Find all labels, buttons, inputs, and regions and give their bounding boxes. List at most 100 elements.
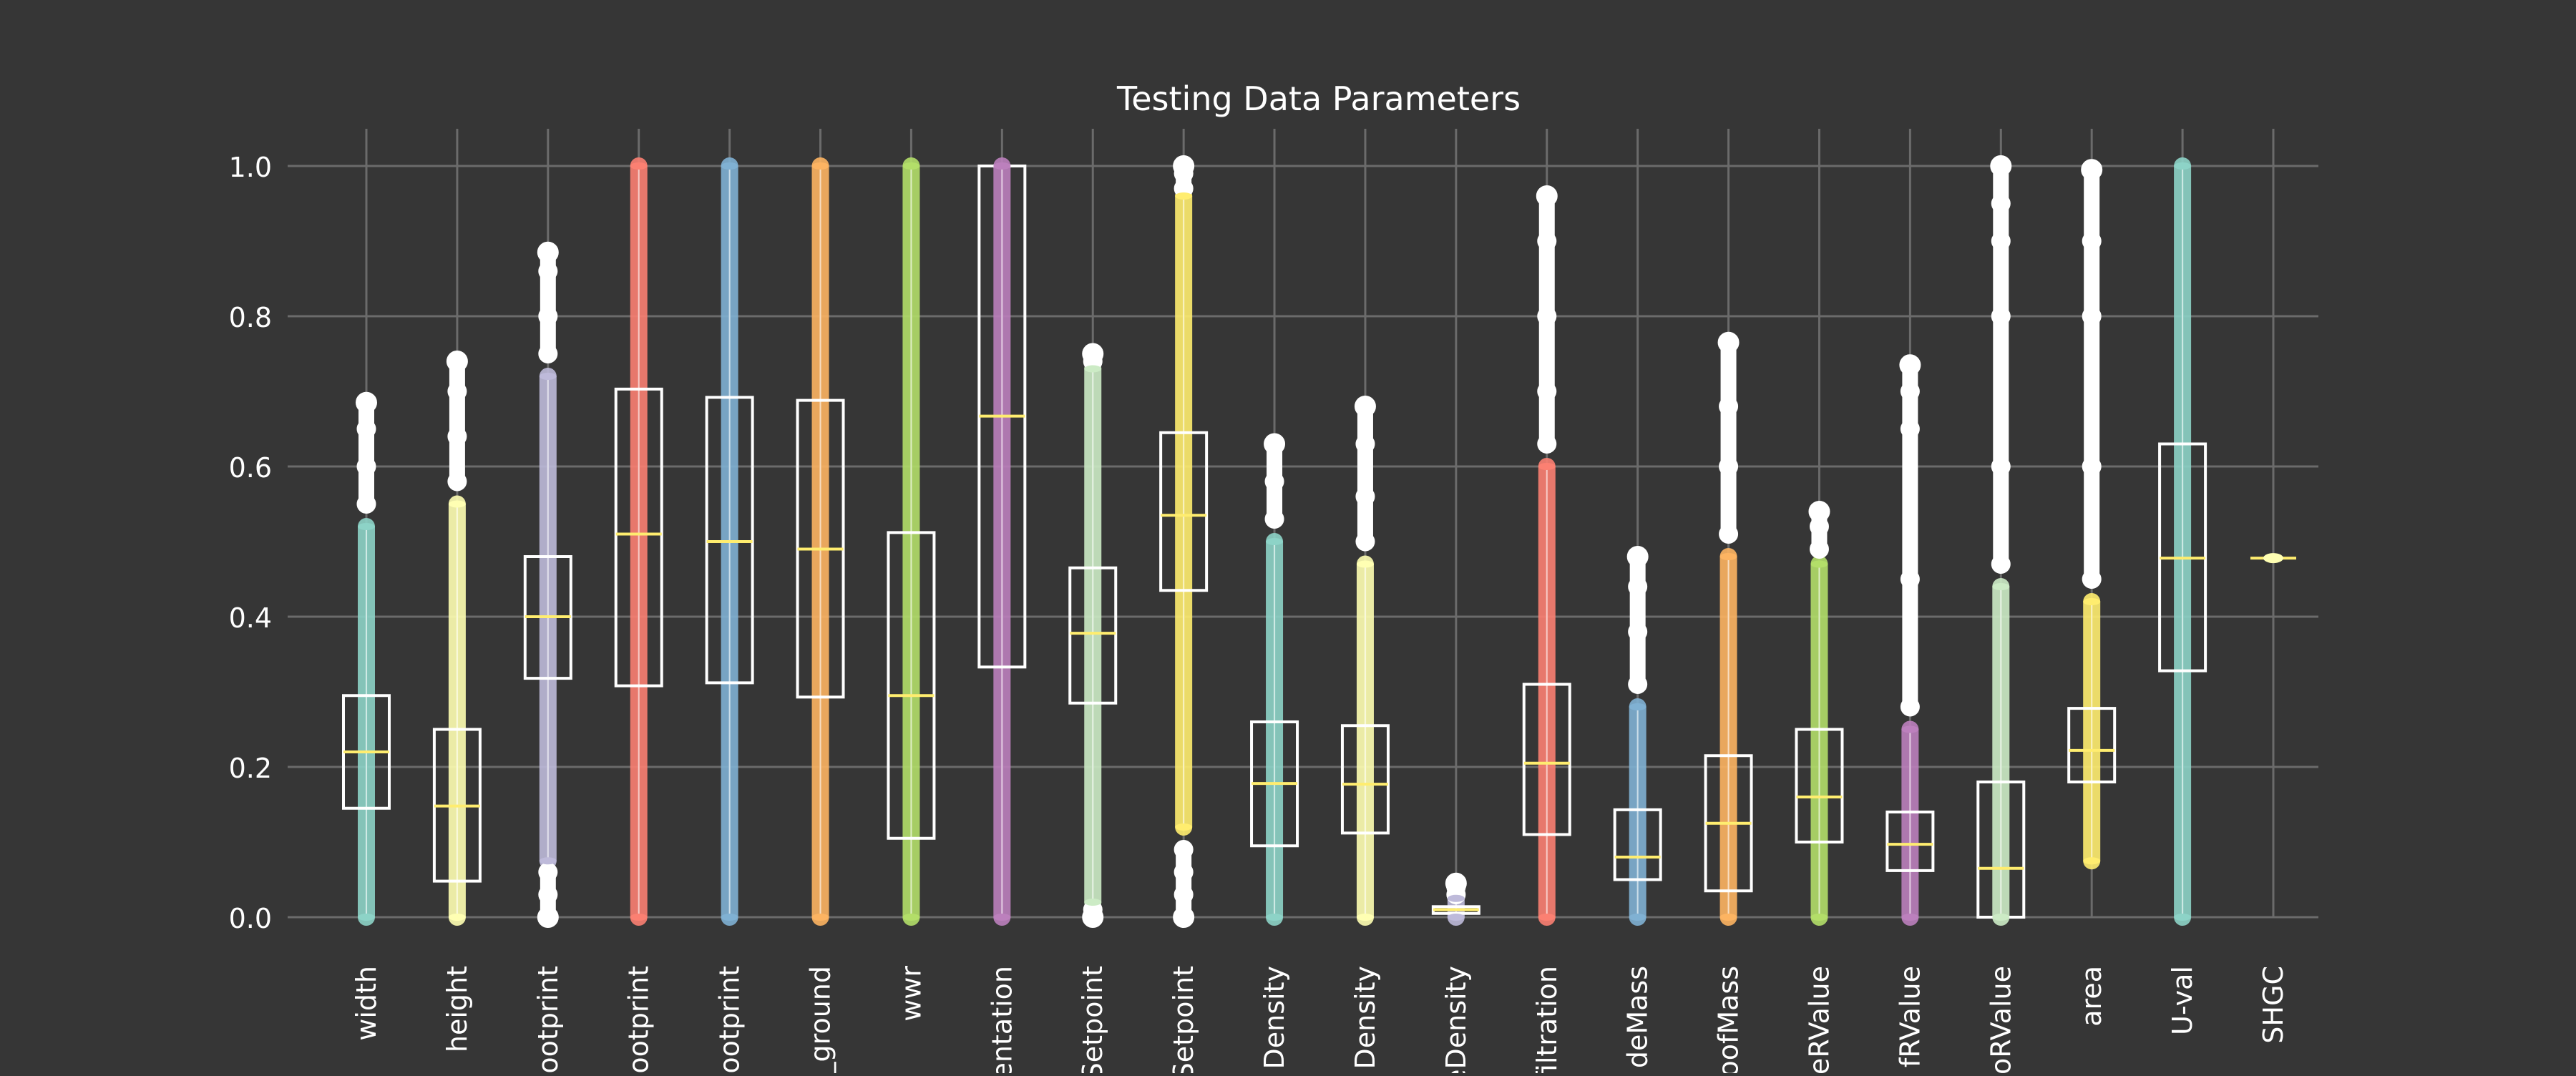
whisker-cap-high xyxy=(539,373,557,380)
box-group xyxy=(705,157,754,926)
x-tick-label: footprint xyxy=(532,966,564,1073)
outlier-high-ring xyxy=(2081,159,2103,181)
whisker-cap-high xyxy=(811,162,829,170)
x-tick-label: width xyxy=(351,966,382,1041)
x-tick-label: area xyxy=(2076,966,2107,1027)
whisker-cap-low xyxy=(358,914,375,921)
x-tick-label: eRValue xyxy=(1803,966,1835,1073)
box-group xyxy=(2067,159,2117,870)
outlier-high-ring xyxy=(1717,331,1740,353)
whisker-cap-high xyxy=(1810,560,1828,568)
outlier-high-ring xyxy=(1354,396,1376,417)
outlier-low-ring xyxy=(1082,906,1104,928)
y-tick-label: 0.6 xyxy=(229,452,272,484)
whisker-cap-high xyxy=(1992,583,2010,590)
outlier-high xyxy=(2082,231,2102,251)
box-group xyxy=(1340,396,1390,926)
iqr-box xyxy=(1795,728,1844,843)
iqr-box xyxy=(1613,808,1662,881)
whisker-cap-low xyxy=(2083,857,2101,865)
outlier-high-ring xyxy=(1626,546,1649,567)
box-group xyxy=(2250,553,2296,564)
outlier-high xyxy=(1991,306,2011,326)
whisker-cap-high xyxy=(1538,463,1556,470)
whisker-cap-low xyxy=(1266,914,1284,921)
box-group xyxy=(1704,331,1753,926)
outlier-high xyxy=(356,419,376,439)
outlier-high-ring xyxy=(1082,343,1104,365)
whisker-cap-high xyxy=(1447,894,1465,902)
whisker-cap-high xyxy=(1356,560,1374,568)
whisker-cap-high xyxy=(993,162,1011,170)
box-group xyxy=(614,157,663,926)
box-group xyxy=(1522,185,1571,926)
box-group xyxy=(796,157,845,926)
y-tick-label: 1.0 xyxy=(229,152,272,183)
outlier-high xyxy=(356,456,376,476)
outlier-high xyxy=(1719,396,1739,416)
iqr-box xyxy=(1159,431,1209,592)
box-group xyxy=(1613,546,1662,926)
outlier-low-ring xyxy=(537,906,559,928)
iqr-box xyxy=(705,396,754,685)
whisker-cap-low xyxy=(811,914,829,921)
whisker-cap-low xyxy=(993,914,1011,921)
whisker-cap-low xyxy=(2174,914,2192,921)
whisker-cap-low xyxy=(539,857,557,865)
box-group xyxy=(1431,872,1480,926)
x-tick-label: Setpoint xyxy=(1077,966,1108,1073)
outlier-low-ring xyxy=(1173,906,1195,928)
whisker-cap-high xyxy=(448,500,466,508)
outlier-high xyxy=(2082,569,2102,589)
box-group xyxy=(432,351,482,926)
outlier-high xyxy=(2082,306,2102,326)
x-tick-label: Density xyxy=(1350,966,1381,1069)
y-tick-label: 0.4 xyxy=(229,602,272,634)
x-tick-label: eDensity xyxy=(1440,966,1472,1073)
outlier-high xyxy=(1355,486,1375,507)
outlier-high xyxy=(1537,434,1557,454)
outlier-high-ring xyxy=(446,351,468,372)
whisker-cap-high xyxy=(1266,538,1284,545)
outlier-high-ring xyxy=(356,391,377,414)
whisker-cap-low xyxy=(1356,914,1374,921)
point-marker xyxy=(2263,553,2283,564)
whisker-cap-high xyxy=(1901,725,1919,733)
y-tick-label: 0.2 xyxy=(229,753,272,784)
whisker-cap-low xyxy=(1084,899,1102,906)
outlier-high xyxy=(447,381,467,401)
box-group xyxy=(1159,155,1209,928)
whisker-cap-high xyxy=(630,162,648,170)
outlier-high-ring xyxy=(1990,155,2012,177)
box-group xyxy=(1885,354,1935,926)
whisker-cap-high xyxy=(2083,598,2101,605)
outlier-low xyxy=(538,885,558,904)
outlier-high xyxy=(447,471,467,491)
outlier-high xyxy=(1719,456,1739,476)
outlier-high xyxy=(1355,532,1375,552)
x-tick-label: footprint xyxy=(623,966,655,1073)
outlier-high-ring xyxy=(1445,872,1467,894)
outlier-high xyxy=(1991,194,2011,213)
iqr-box xyxy=(614,387,663,688)
x-tick-label: entation xyxy=(986,966,1018,1073)
box-group xyxy=(977,157,1027,926)
whisker-cap-low xyxy=(1175,823,1193,831)
outlier-high xyxy=(538,344,558,363)
outlier-low xyxy=(1174,840,1194,859)
outlier-high xyxy=(1900,419,1920,439)
outlier-high xyxy=(356,494,376,514)
outlier-high xyxy=(447,426,467,446)
outlier-low xyxy=(1174,862,1194,882)
whisker-cap-low xyxy=(630,914,648,921)
outlier-high xyxy=(1900,569,1920,589)
outlier-high xyxy=(538,261,558,281)
iqr-box xyxy=(2067,707,2117,783)
outlier-high xyxy=(1991,554,2011,574)
outlier-high xyxy=(1264,471,1284,491)
box-group xyxy=(1068,343,1118,928)
whisker-cap-high xyxy=(902,162,920,170)
outlier-low xyxy=(538,862,558,882)
